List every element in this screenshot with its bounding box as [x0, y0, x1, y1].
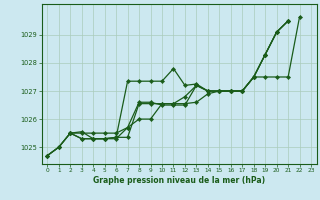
X-axis label: Graphe pression niveau de la mer (hPa): Graphe pression niveau de la mer (hPa)	[93, 176, 265, 185]
